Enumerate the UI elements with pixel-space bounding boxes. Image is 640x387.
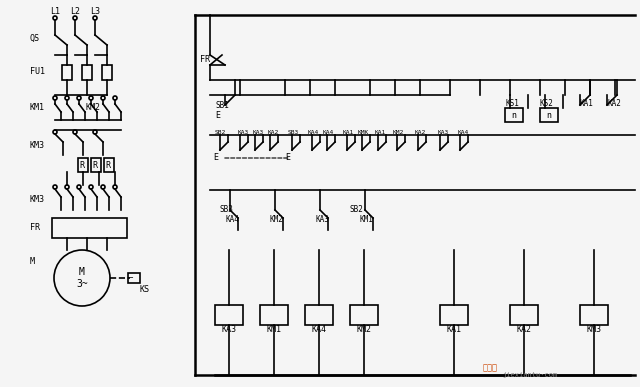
Text: FU1: FU1 — [30, 67, 45, 77]
Text: L1: L1 — [50, 7, 60, 17]
Text: SB1: SB1 — [215, 101, 229, 110]
Bar — [350, 305, 378, 325]
Bar — [62, 65, 72, 80]
Text: SB3: SB3 — [288, 130, 300, 135]
Text: FR: FR — [200, 55, 210, 65]
Text: M
3~: M 3~ — [76, 267, 88, 289]
Text: KM3: KM3 — [586, 325, 602, 334]
Text: KM2: KM2 — [85, 103, 100, 113]
Text: KMK: KMK — [358, 130, 369, 135]
Bar — [505, 108, 523, 122]
Text: KA2: KA2 — [415, 130, 426, 135]
Text: QS: QS — [30, 34, 40, 43]
Bar — [102, 65, 112, 80]
Text: 插线图: 插线图 — [483, 363, 497, 373]
Text: KM1: KM1 — [360, 216, 374, 224]
Text: L3: L3 — [90, 7, 100, 17]
Text: KA1: KA1 — [375, 130, 387, 135]
Bar — [260, 305, 288, 325]
Bar — [440, 305, 468, 325]
Text: KA1: KA1 — [580, 99, 594, 108]
Text: KA3: KA3 — [221, 325, 237, 334]
Text: KA3: KA3 — [438, 130, 449, 135]
Text: n: n — [511, 111, 516, 120]
Text: R: R — [106, 161, 111, 170]
Text: KM3: KM3 — [30, 140, 45, 149]
Bar — [215, 305, 243, 325]
Text: E: E — [215, 111, 220, 120]
Text: —: — — [127, 274, 132, 283]
Bar — [305, 305, 333, 325]
Text: KS1: KS1 — [505, 99, 519, 108]
Bar — [510, 305, 538, 325]
Text: L2: L2 — [70, 7, 80, 17]
Text: n: n — [547, 111, 552, 120]
Text: SB3: SB3 — [220, 205, 234, 214]
Text: R: R — [93, 161, 97, 170]
Text: E: E — [285, 154, 290, 163]
Text: KM2: KM2 — [270, 216, 284, 224]
Text: SB2: SB2 — [215, 130, 227, 135]
Text: KA3: KA3 — [253, 130, 264, 135]
Bar — [78, 158, 88, 172]
Text: jiexiantu·com: jiexiantu·com — [502, 372, 557, 378]
Text: M: M — [30, 257, 35, 267]
Text: R: R — [79, 161, 84, 170]
Bar — [580, 305, 608, 325]
Text: KA2: KA2 — [268, 130, 279, 135]
Text: KA3: KA3 — [238, 130, 249, 135]
Text: KA4: KA4 — [312, 325, 326, 334]
Text: KA3: KA3 — [315, 216, 329, 224]
Text: KA2: KA2 — [607, 99, 621, 108]
Text: KM3: KM3 — [30, 195, 45, 204]
Bar — [128, 273, 140, 283]
Text: KS2: KS2 — [540, 99, 554, 108]
Text: KM2: KM2 — [393, 130, 404, 135]
Text: KA2: KA2 — [516, 325, 531, 334]
Text: KA1: KA1 — [343, 130, 355, 135]
Bar — [104, 158, 114, 172]
Text: KA4: KA4 — [323, 130, 334, 135]
Bar — [82, 65, 92, 80]
Text: KM2: KM2 — [356, 325, 371, 334]
Bar — [91, 158, 101, 172]
Text: SB2: SB2 — [350, 205, 364, 214]
Bar — [540, 108, 558, 122]
Text: KM1: KM1 — [30, 103, 45, 113]
Text: KA1: KA1 — [447, 325, 461, 334]
Text: E: E — [213, 154, 218, 163]
Text: KM1: KM1 — [266, 325, 282, 334]
Text: FR: FR — [30, 224, 40, 233]
Text: KS: KS — [140, 286, 150, 295]
Bar — [52, 218, 127, 238]
Text: KA4: KA4 — [225, 216, 239, 224]
Text: KA4: KA4 — [308, 130, 319, 135]
Text: KA4: KA4 — [458, 130, 469, 135]
